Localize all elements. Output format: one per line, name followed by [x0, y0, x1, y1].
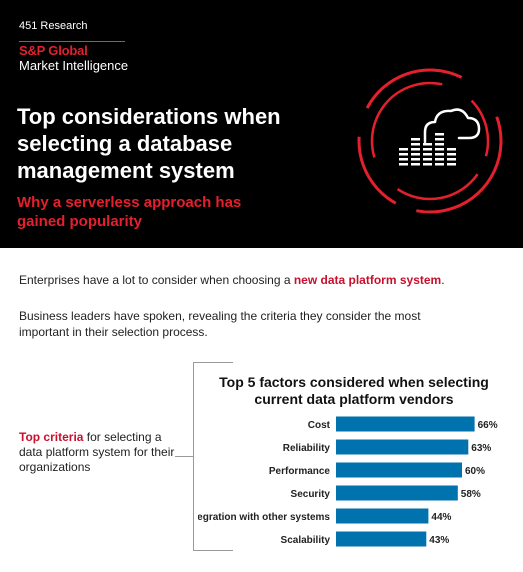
page-title: Top considerations when selecting a data… — [17, 104, 281, 183]
brand-subtitle: Market Intelligence — [19, 58, 129, 73]
header-banner: 451 Research S&P Global Market Intellige… — [0, 0, 523, 248]
cloud-outline-icon — [423, 108, 481, 144]
header-divider — [19, 41, 125, 42]
leaders-text: Business leaders have spoken, revealing … — [19, 309, 421, 339]
bar — [336, 416, 475, 432]
bracket-connector-line — [175, 456, 193, 457]
category-label: Reliability — [283, 443, 331, 454]
category-label: Integration with other systems — [198, 512, 330, 523]
cloud-data-icon — [357, 68, 503, 214]
value-label: 63% — [471, 443, 491, 454]
bar-chart: Cost 66% Reliability 63% Performance 60% Secur… — [198, 416, 498, 547]
intro-prefix: Enterprises have a lot to consider when … — [19, 273, 294, 287]
bracket-top-line — [193, 362, 233, 363]
value-label: 66% — [478, 420, 498, 431]
criteria-text: Top criteria for selecting a data platfo… — [19, 430, 179, 475]
page-subtitle: Why a serverless approach has gained pop… — [17, 194, 242, 230]
category-label: Security — [291, 489, 331, 500]
value-label: 43% — [429, 535, 449, 546]
research-label: 451 Research — [19, 20, 88, 32]
brand-name: S&P Global — [19, 43, 88, 58]
chart-title: Top 5 factors considered when selecting … — [219, 374, 489, 407]
value-label: 58% — [461, 489, 481, 500]
bar — [336, 531, 427, 547]
bar — [336, 462, 462, 478]
bracket-vertical-line — [193, 362, 194, 550]
intro-suffix: . — [441, 273, 445, 287]
criteria-rest: for selecting a data platform system for… — [19, 430, 175, 474]
criteria-highlight: Top criteria — [19, 430, 84, 444]
category-label: Cost — [308, 420, 331, 431]
value-label: 44% — [431, 512, 451, 523]
data-bars-icon — [399, 133, 456, 166]
bar — [336, 439, 469, 455]
bar — [336, 508, 429, 524]
intro-text: Enterprises have a lot to consider when … — [19, 272, 509, 288]
category-label: Performance — [269, 466, 331, 477]
bracket-bottom-line — [193, 550, 233, 551]
category-label: Scalability — [281, 535, 331, 546]
value-label: 60% — [465, 466, 485, 477]
outer-ring-icon — [357, 68, 503, 214]
bar — [336, 485, 458, 501]
inner-ring-icon — [370, 81, 490, 201]
intro-highlight: new data platform system — [293, 273, 442, 287]
